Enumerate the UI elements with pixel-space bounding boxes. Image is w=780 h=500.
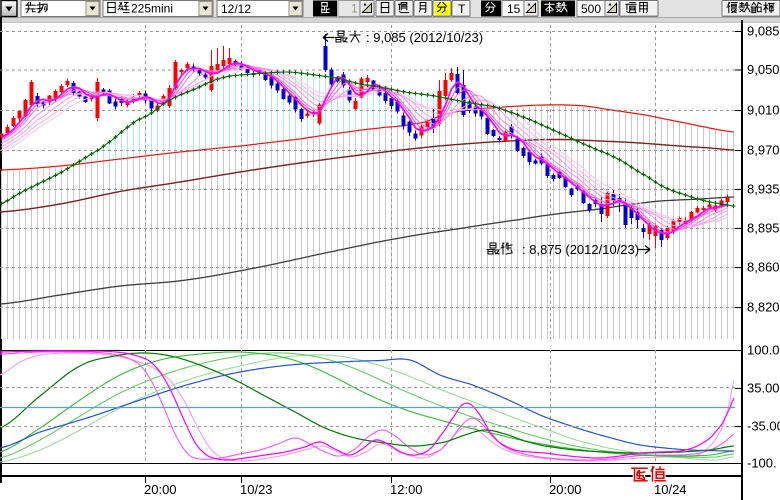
svg-text:-100.: -100.	[747, 456, 777, 471]
svg-text:225mini: 225mini	[131, 2, 173, 16]
svg-text:-35.00: -35.00	[747, 419, 780, 434]
svg-text:9,085: 9,085	[747, 24, 780, 39]
svg-text:12/12: 12/12	[221, 2, 251, 16]
svg-text:35.00: 35.00	[747, 381, 780, 396]
svg-text:8,970: 8,970	[747, 143, 780, 158]
svg-text:10/23: 10/23	[240, 482, 273, 497]
svg-text:20:00: 20:00	[144, 482, 177, 497]
svg-text:: 9,085 (2012/10/23): : 9,085 (2012/10/23)	[366, 30, 483, 45]
svg-text:9,010: 9,010	[747, 103, 780, 118]
svg-text:8,820: 8,820	[747, 300, 780, 315]
svg-text:15: 15	[507, 2, 521, 16]
svg-text:1: 1	[351, 2, 358, 16]
svg-text:100.0: 100.0	[747, 343, 780, 358]
svg-text:10/24: 10/24	[654, 482, 687, 497]
svg-text:9,050: 9,050	[747, 62, 780, 77]
svg-text:20:00: 20:00	[549, 482, 582, 497]
svg-text:T: T	[458, 2, 466, 16]
svg-text:500: 500	[581, 2, 601, 16]
svg-text:12:00: 12:00	[390, 482, 423, 497]
svg-text:8,895: 8,895	[747, 221, 780, 236]
svg-text:8,935: 8,935	[747, 182, 780, 197]
svg-text:8,860: 8,860	[747, 260, 780, 275]
svg-text:: 8,875 (2012/10/23): : 8,875 (2012/10/23)	[522, 242, 639, 257]
